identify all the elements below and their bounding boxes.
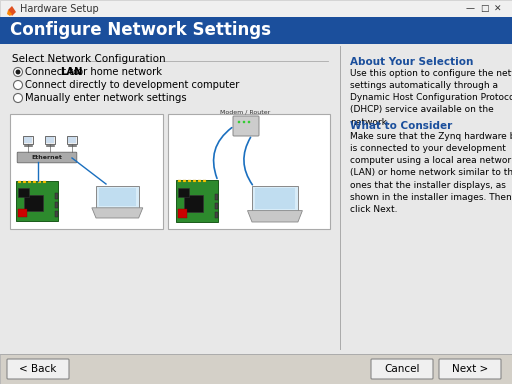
FancyBboxPatch shape: [33, 181, 36, 183]
FancyBboxPatch shape: [18, 181, 21, 183]
Text: Next >: Next >: [452, 364, 488, 374]
FancyBboxPatch shape: [0, 44, 512, 354]
FancyBboxPatch shape: [55, 193, 58, 199]
Text: Use this option to configure the network
settings automatically through a
Dynami: Use this option to configure the network…: [350, 69, 512, 127]
FancyBboxPatch shape: [17, 152, 77, 163]
FancyBboxPatch shape: [24, 137, 32, 143]
Text: Cancel: Cancel: [384, 364, 420, 374]
Circle shape: [13, 93, 23, 103]
FancyBboxPatch shape: [45, 136, 55, 144]
FancyBboxPatch shape: [55, 211, 58, 217]
Text: Connect to: Connect to: [25, 67, 82, 77]
FancyBboxPatch shape: [176, 180, 218, 222]
FancyBboxPatch shape: [198, 180, 201, 182]
FancyBboxPatch shape: [0, 354, 512, 384]
Text: ✕: ✕: [494, 5, 502, 13]
FancyBboxPatch shape: [38, 181, 41, 183]
FancyBboxPatch shape: [178, 187, 188, 197]
FancyBboxPatch shape: [55, 202, 58, 208]
Circle shape: [238, 121, 240, 123]
FancyBboxPatch shape: [18, 209, 27, 217]
FancyBboxPatch shape: [7, 359, 69, 379]
FancyBboxPatch shape: [67, 136, 77, 144]
Polygon shape: [7, 10, 12, 16]
FancyBboxPatch shape: [46, 137, 54, 143]
FancyBboxPatch shape: [184, 195, 203, 212]
FancyBboxPatch shape: [69, 145, 76, 146]
FancyBboxPatch shape: [371, 359, 433, 379]
FancyBboxPatch shape: [233, 116, 259, 136]
FancyBboxPatch shape: [178, 209, 187, 218]
Text: About Your Selection: About Your Selection: [350, 57, 474, 67]
FancyBboxPatch shape: [25, 195, 44, 211]
Polygon shape: [8, 6, 16, 16]
Text: < Back: < Back: [19, 364, 57, 374]
FancyBboxPatch shape: [16, 181, 58, 221]
FancyBboxPatch shape: [98, 188, 136, 206]
Text: Connect directly to development computer: Connect directly to development computer: [25, 80, 240, 90]
Polygon shape: [247, 210, 303, 222]
FancyBboxPatch shape: [188, 180, 191, 182]
Text: □: □: [480, 5, 488, 13]
FancyBboxPatch shape: [215, 212, 218, 218]
FancyBboxPatch shape: [18, 188, 29, 197]
Circle shape: [243, 121, 245, 123]
Circle shape: [13, 68, 23, 76]
FancyBboxPatch shape: [203, 180, 206, 182]
FancyBboxPatch shape: [28, 181, 31, 183]
Text: Make sure that the Zynq hardware board
is connected to your development
computer: Make sure that the Zynq hardware board i…: [350, 132, 512, 214]
FancyBboxPatch shape: [183, 180, 186, 182]
Circle shape: [15, 70, 20, 74]
FancyBboxPatch shape: [23, 136, 33, 144]
FancyBboxPatch shape: [25, 145, 32, 146]
FancyBboxPatch shape: [255, 189, 295, 209]
Polygon shape: [92, 208, 143, 218]
Circle shape: [248, 121, 250, 123]
Text: or home network: or home network: [74, 67, 162, 77]
FancyBboxPatch shape: [215, 194, 218, 200]
Text: Ethernet: Ethernet: [32, 155, 62, 160]
FancyBboxPatch shape: [168, 114, 330, 229]
FancyBboxPatch shape: [252, 186, 298, 210]
Text: Configure Network Settings: Configure Network Settings: [10, 21, 271, 39]
FancyBboxPatch shape: [23, 181, 26, 183]
Text: LAN: LAN: [60, 67, 82, 77]
Circle shape: [13, 81, 23, 89]
Text: Hardware Setup: Hardware Setup: [20, 4, 99, 14]
Text: Manually enter network settings: Manually enter network settings: [25, 93, 187, 103]
FancyBboxPatch shape: [96, 186, 139, 208]
FancyBboxPatch shape: [47, 145, 54, 146]
Text: —: —: [465, 5, 475, 13]
Text: Select Network Configuration: Select Network Configuration: [12, 54, 165, 64]
FancyBboxPatch shape: [178, 180, 181, 182]
FancyBboxPatch shape: [439, 359, 501, 379]
FancyBboxPatch shape: [0, 0, 512, 17]
FancyBboxPatch shape: [193, 180, 196, 182]
Text: Modem / Router: Modem / Router: [220, 109, 270, 114]
Text: What to Consider: What to Consider: [350, 121, 452, 131]
FancyBboxPatch shape: [43, 181, 46, 183]
FancyBboxPatch shape: [215, 203, 218, 209]
FancyBboxPatch shape: [68, 137, 76, 143]
FancyBboxPatch shape: [0, 17, 512, 44]
FancyBboxPatch shape: [10, 114, 163, 229]
